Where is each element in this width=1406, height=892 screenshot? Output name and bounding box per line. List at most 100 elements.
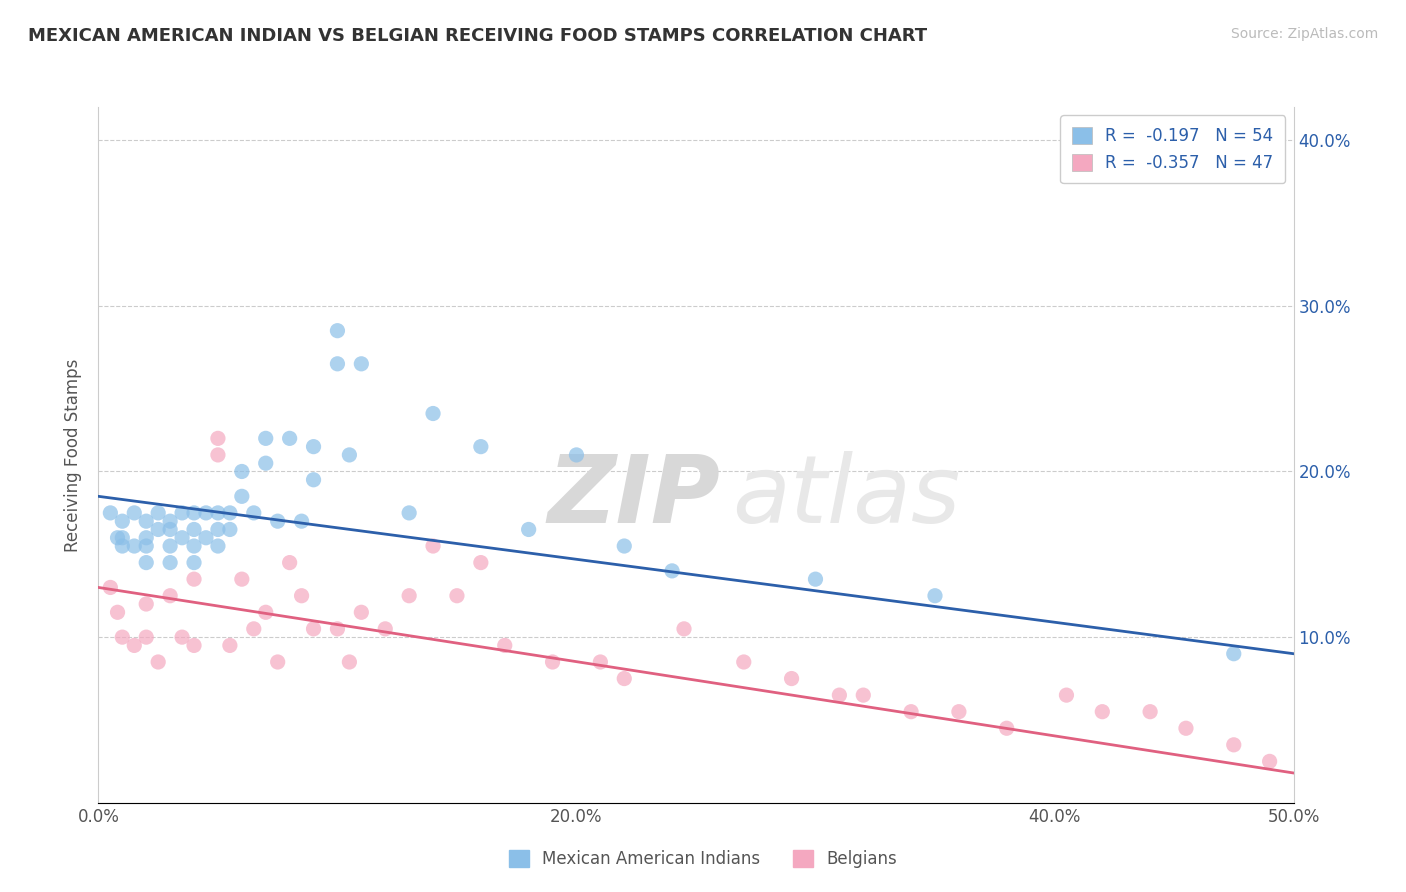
Point	[148, 655, 170, 669]
Point	[924, 589, 946, 603]
Point	[207, 448, 229, 462]
Point	[446, 589, 468, 603]
Text: atlas: atlas	[733, 451, 960, 542]
Point	[194, 506, 218, 520]
Point	[159, 514, 181, 528]
Point	[828, 688, 851, 702]
Point	[124, 506, 146, 520]
Point	[422, 407, 444, 421]
Point	[267, 514, 290, 528]
Point	[804, 572, 827, 586]
Point	[350, 357, 373, 371]
Point	[1175, 721, 1198, 735]
Point	[733, 655, 755, 669]
Point	[1222, 738, 1246, 752]
Point	[517, 523, 540, 537]
Text: ZIP: ZIP	[547, 450, 720, 542]
Point	[135, 531, 157, 545]
Point	[589, 655, 612, 669]
Point	[470, 556, 492, 570]
Legend: Mexican American Indians, Belgians: Mexican American Indians, Belgians	[502, 843, 904, 875]
Point	[541, 655, 564, 669]
Point	[111, 539, 134, 553]
Point	[183, 572, 205, 586]
Point	[135, 556, 157, 570]
Point	[278, 556, 301, 570]
Point	[613, 672, 636, 686]
Point	[231, 465, 253, 479]
Point	[291, 589, 314, 603]
Point	[673, 622, 696, 636]
Point	[107, 531, 129, 545]
Point	[135, 597, 157, 611]
Y-axis label: Receiving Food Stamps: Receiving Food Stamps	[65, 359, 83, 551]
Point	[278, 431, 301, 445]
Point	[350, 605, 373, 619]
Point	[339, 655, 360, 669]
Point	[494, 639, 516, 653]
Legend: R =  -0.197   N = 54, R =  -0.357   N = 47: R = -0.197 N = 54, R = -0.357 N = 47	[1060, 115, 1285, 184]
Point	[326, 357, 349, 371]
Point	[995, 721, 1018, 735]
Text: MEXICAN AMERICAN INDIAN VS BELGIAN RECEIVING FOOD STAMPS CORRELATION CHART: MEXICAN AMERICAN INDIAN VS BELGIAN RECEI…	[28, 27, 927, 45]
Point	[207, 506, 229, 520]
Point	[1091, 705, 1114, 719]
Point	[159, 589, 181, 603]
Point	[1258, 755, 1281, 769]
Point	[183, 556, 205, 570]
Point	[470, 440, 492, 454]
Point	[183, 523, 205, 537]
Point	[135, 539, 157, 553]
Point	[422, 539, 444, 553]
Point	[107, 605, 129, 619]
Point	[207, 523, 229, 537]
Point	[172, 531, 194, 545]
Point	[159, 539, 181, 553]
Point	[148, 523, 170, 537]
Point	[254, 456, 277, 470]
Point	[254, 431, 277, 445]
Point	[1054, 688, 1078, 702]
Point	[780, 672, 803, 686]
Point	[326, 324, 349, 338]
Point	[207, 539, 229, 553]
Point	[124, 539, 146, 553]
Point	[135, 630, 157, 644]
Point	[398, 506, 420, 520]
Point	[111, 531, 134, 545]
Point	[302, 622, 325, 636]
Point	[172, 630, 194, 644]
Point	[291, 514, 314, 528]
Text: Source: ZipAtlas.com: Source: ZipAtlas.com	[1230, 27, 1378, 41]
Point	[1139, 705, 1161, 719]
Point	[243, 622, 266, 636]
Point	[183, 539, 205, 553]
Point	[374, 622, 396, 636]
Point	[124, 639, 146, 653]
Point	[231, 489, 253, 503]
Point	[613, 539, 636, 553]
Point	[565, 448, 588, 462]
Point	[159, 556, 181, 570]
Point	[111, 630, 134, 644]
Point	[661, 564, 683, 578]
Point	[148, 506, 170, 520]
Point	[194, 531, 218, 545]
Point	[302, 440, 325, 454]
Point	[219, 639, 242, 653]
Point	[219, 523, 242, 537]
Point	[302, 473, 325, 487]
Point	[398, 589, 420, 603]
Point	[231, 572, 253, 586]
Point	[183, 506, 205, 520]
Point	[172, 506, 194, 520]
Point	[852, 688, 875, 702]
Point	[219, 506, 242, 520]
Point	[326, 622, 349, 636]
Point	[948, 705, 970, 719]
Point	[98, 581, 122, 595]
Point	[111, 514, 134, 528]
Point	[243, 506, 266, 520]
Point	[135, 514, 157, 528]
Point	[339, 448, 360, 462]
